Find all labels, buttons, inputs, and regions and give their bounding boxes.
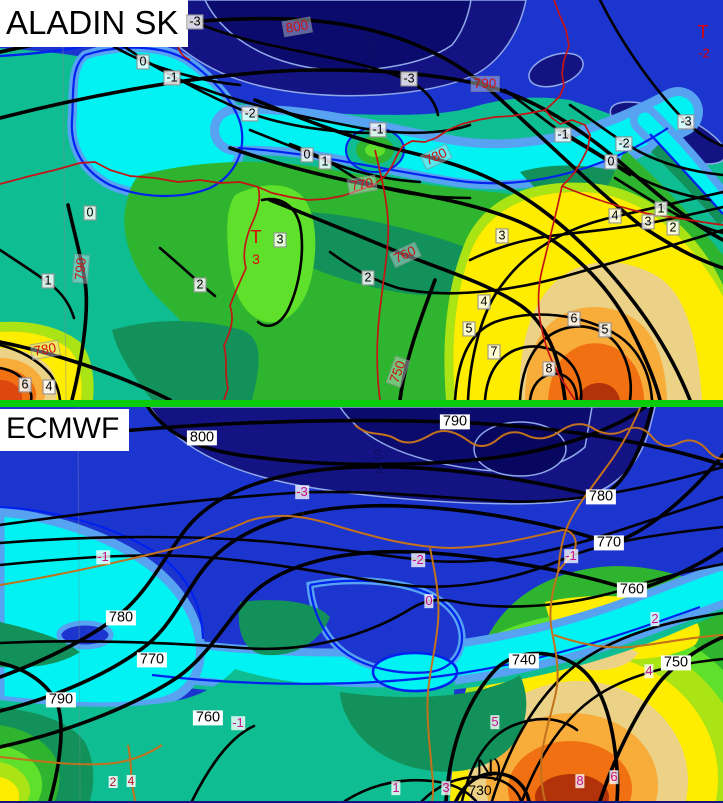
- extremum-marker: T: [697, 22, 709, 42]
- temperature-contour-label: 4: [42, 379, 56, 395]
- temperature-contour-label: 2: [666, 220, 680, 236]
- temperature-contour-label: 2: [361, 270, 375, 286]
- temperature-contour-label: -1: [96, 549, 110, 565]
- temperature-contour-label: 0: [136, 54, 150, 70]
- height-contour-label: 770: [346, 174, 378, 196]
- height-contour-label: 760: [388, 241, 422, 269]
- temperature-contour-label: 4: [477, 294, 491, 310]
- temperature-contour-label: -2: [615, 136, 633, 152]
- temperature-contour-label: 1: [318, 154, 332, 170]
- temperature-contour-label: -3: [295, 484, 309, 500]
- height-contour-label: 760: [192, 710, 224, 726]
- aladin-title: ALADIN SK: [0, 0, 189, 47]
- height-contour-label: 790: [45, 692, 77, 708]
- temperature-contour-label: -3: [677, 114, 695, 130]
- temperature-contour-label: 5: [598, 322, 612, 338]
- temperature-contour-label: 0: [83, 205, 97, 221]
- temperature-contour-label: 8: [575, 773, 585, 789]
- temperature-contour-label: 3: [495, 228, 509, 244]
- aladin-title-text: ALADIN SK: [6, 4, 179, 41]
- extremum-marker: T: [250, 227, 262, 247]
- temperature-contour-label: 2: [650, 611, 660, 627]
- temperature-contour-label: 4: [608, 208, 622, 224]
- height-contour-label: 780: [29, 339, 61, 361]
- extremum-marker: S: [364, 32, 374, 48]
- temperature-contour-label: 4: [644, 663, 654, 679]
- height-contour-label: 740: [508, 653, 540, 669]
- temperature-contour-label: -1: [231, 715, 245, 731]
- temperature-contour-label: 0: [300, 147, 314, 163]
- map-marker: 730: [468, 782, 492, 798]
- ecmwf-title: ECMWF: [0, 409, 130, 451]
- temperature-contour-label: 6: [567, 311, 581, 327]
- temperature-contour-label: 0: [604, 154, 618, 170]
- temperature-contour-label: -1: [163, 70, 181, 86]
- temperature-contour-label: -2: [411, 552, 425, 568]
- map-marker: 4: [126, 774, 136, 788]
- temperature-contour-label: 3: [273, 232, 287, 248]
- temperature-contour-label: 3: [641, 214, 655, 230]
- temperature-contour-label: 5: [462, 321, 476, 337]
- height-contour-label: 780: [105, 610, 137, 626]
- height-contour-label: 750: [660, 655, 692, 671]
- extremum-marker: 4: [376, 462, 384, 478]
- temperature-contour-label: -1: [564, 548, 578, 564]
- height-contour-label: 790: [71, 254, 91, 284]
- temperature-contour-label: -3: [186, 14, 204, 30]
- temperature-contour-label: 6: [609, 769, 619, 785]
- height-contour-label: 800: [281, 16, 313, 38]
- temperature-contour-label: 0: [424, 593, 434, 609]
- height-contour-label: 780: [585, 489, 617, 505]
- ecmwf-title-text: ECMWF: [6, 412, 120, 445]
- temperature-contour-label: 3: [441, 780, 451, 796]
- temperature-contour-label: 1: [41, 273, 55, 289]
- height-contour-label: 770: [593, 535, 625, 551]
- height-contour-label: 800: [186, 430, 218, 446]
- extremum-marker: -3: [364, 46, 376, 62]
- temperature-contour-label: 5: [490, 714, 500, 730]
- height-contour-label: 780: [419, 143, 453, 171]
- height-contour-label: 790: [470, 75, 500, 93]
- bottom-edge-strip: [0, 801, 723, 803]
- height-contour-label: 770: [136, 652, 168, 668]
- temperature-contour-label: -1: [369, 122, 387, 138]
- temperature-contour-label: -2: [241, 106, 259, 122]
- temperature-contour-label: 6: [18, 377, 32, 393]
- ecmwf-map: [0, 407, 723, 801]
- height-contour-label: 750: [385, 355, 411, 389]
- temperature-contour-label: 1: [654, 201, 668, 217]
- extremum-marker: -2: [698, 45, 710, 61]
- aladin-map: [0, 0, 723, 400]
- temperature-contour-label: 1: [391, 780, 401, 796]
- temperature-contour-label: -1: [554, 127, 572, 143]
- temperature-contour-label: 2: [193, 277, 207, 293]
- temperature-contour-label: -3: [400, 71, 418, 87]
- temperature-contour-label: 7: [487, 344, 501, 360]
- extremum-marker: S: [372, 446, 384, 464]
- map-marker: 2: [108, 775, 118, 789]
- temperature-contour-label: 8: [542, 361, 556, 377]
- height-contour-label: 760: [616, 582, 648, 598]
- panel-divider: [0, 400, 723, 407]
- map-marker: N): [476, 755, 502, 782]
- extremum-marker: 3: [252, 251, 260, 267]
- height-contour-label: 790: [439, 414, 471, 430]
